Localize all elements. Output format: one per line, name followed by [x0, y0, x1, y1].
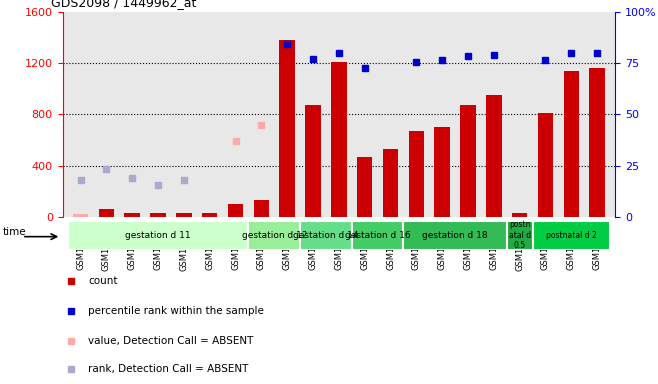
- Text: postnatal d 2: postnatal d 2: [546, 231, 597, 240]
- Bar: [403, 221, 507, 250]
- Bar: [512, 213, 528, 217]
- Text: rank, Detection Call = ABSENT: rank, Detection Call = ABSENT: [88, 364, 249, 374]
- Bar: [73, 214, 88, 217]
- Bar: [99, 209, 114, 217]
- Bar: [357, 157, 372, 217]
- Bar: [383, 149, 398, 217]
- Bar: [538, 113, 553, 217]
- Bar: [486, 95, 501, 217]
- Bar: [532, 221, 610, 250]
- Bar: [176, 213, 191, 217]
- Text: percentile rank within the sample: percentile rank within the sample: [88, 306, 264, 316]
- Text: postn
atal d
0.5: postn atal d 0.5: [509, 220, 531, 250]
- Bar: [305, 105, 321, 217]
- Text: gestation d 16: gestation d 16: [345, 231, 411, 240]
- Bar: [68, 221, 249, 250]
- Text: value, Detection Call = ABSENT: value, Detection Call = ABSENT: [88, 336, 253, 346]
- Bar: [202, 213, 218, 217]
- Bar: [228, 204, 243, 217]
- Bar: [507, 221, 532, 250]
- Bar: [331, 61, 347, 217]
- Text: time: time: [3, 227, 27, 237]
- Bar: [590, 68, 605, 217]
- Text: gestation d 14: gestation d 14: [293, 231, 359, 240]
- Bar: [563, 71, 579, 217]
- Bar: [124, 213, 140, 217]
- Bar: [434, 127, 450, 217]
- Text: gestation d 18: gestation d 18: [422, 231, 488, 240]
- Text: count: count: [88, 276, 118, 286]
- Bar: [300, 221, 352, 250]
- Text: gestation d 11: gestation d 11: [125, 231, 191, 240]
- Bar: [409, 131, 424, 217]
- Text: gestation d 12: gestation d 12: [241, 231, 307, 240]
- Bar: [352, 221, 403, 250]
- Bar: [460, 105, 476, 217]
- Bar: [253, 200, 269, 217]
- Bar: [280, 40, 295, 217]
- Text: GDS2098 / 1449962_at: GDS2098 / 1449962_at: [51, 0, 197, 9]
- Bar: [249, 221, 300, 250]
- Bar: [150, 213, 166, 217]
